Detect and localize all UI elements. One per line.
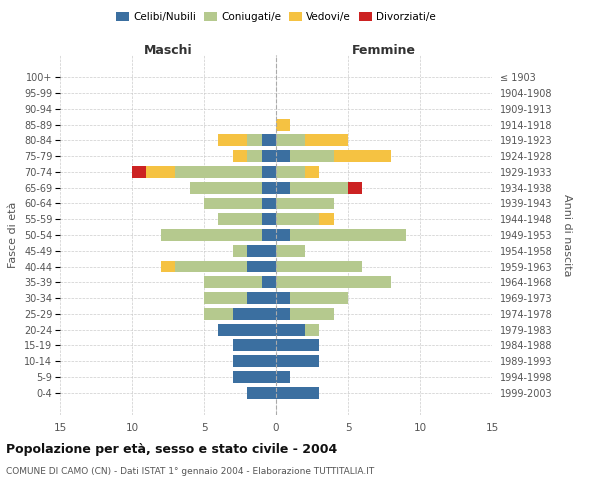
Bar [233,245,247,256]
Bar [262,166,276,178]
Bar [276,276,391,288]
Text: Maschi: Maschi [143,44,193,57]
Text: Femmine: Femmine [352,44,416,57]
Bar [276,260,362,272]
Bar [262,150,276,162]
Bar [276,198,334,209]
Bar [247,387,276,398]
Bar [247,150,262,162]
Bar [262,276,276,288]
Y-axis label: Fasce di età: Fasce di età [8,202,19,268]
Bar [276,166,305,178]
Bar [334,150,391,162]
Bar [262,229,276,241]
Bar [132,166,146,178]
Bar [262,214,276,225]
Bar [218,134,247,146]
Bar [175,166,262,178]
Bar [247,292,276,304]
Bar [276,292,290,304]
Bar [161,229,262,241]
Bar [348,182,362,194]
Bar [262,198,276,209]
Bar [276,356,319,367]
Bar [305,134,348,146]
Bar [290,292,348,304]
Bar [276,134,305,146]
Bar [233,340,276,351]
Text: COMUNE DI CAMO (CN) - Dati ISTAT 1° gennaio 2004 - Elaborazione TUTTITALIA.IT: COMUNE DI CAMO (CN) - Dati ISTAT 1° genn… [6,468,374,476]
Bar [247,260,276,272]
Bar [276,118,290,130]
Bar [233,371,276,383]
Bar [305,166,319,178]
Bar [233,356,276,367]
Bar [175,260,247,272]
Bar [276,182,290,194]
Bar [276,387,319,398]
Bar [276,371,290,383]
Bar [204,276,262,288]
Bar [247,245,276,256]
Bar [161,260,175,272]
Y-axis label: Anni di nascita: Anni di nascita [562,194,572,276]
Bar [276,308,290,320]
Bar [276,245,305,256]
Bar [290,150,334,162]
Bar [247,134,262,146]
Bar [262,182,276,194]
Bar [218,324,276,336]
Bar [276,229,290,241]
Bar [276,340,319,351]
Bar [204,308,233,320]
Legend: Celibi/Nubili, Coniugati/e, Vedovi/e, Divorziati/e: Celibi/Nubili, Coniugati/e, Vedovi/e, Di… [112,8,440,26]
Bar [204,198,262,209]
Bar [262,134,276,146]
Bar [146,166,175,178]
Bar [233,150,247,162]
Text: Popolazione per età, sesso e stato civile - 2004: Popolazione per età, sesso e stato civil… [6,442,337,456]
Bar [190,182,262,194]
Bar [290,229,406,241]
Bar [290,308,334,320]
Bar [204,292,247,304]
Bar [233,308,276,320]
Bar [290,182,348,194]
Bar [218,214,262,225]
Bar [319,214,334,225]
Bar [276,324,305,336]
Bar [276,150,290,162]
Bar [276,214,319,225]
Bar [305,324,319,336]
